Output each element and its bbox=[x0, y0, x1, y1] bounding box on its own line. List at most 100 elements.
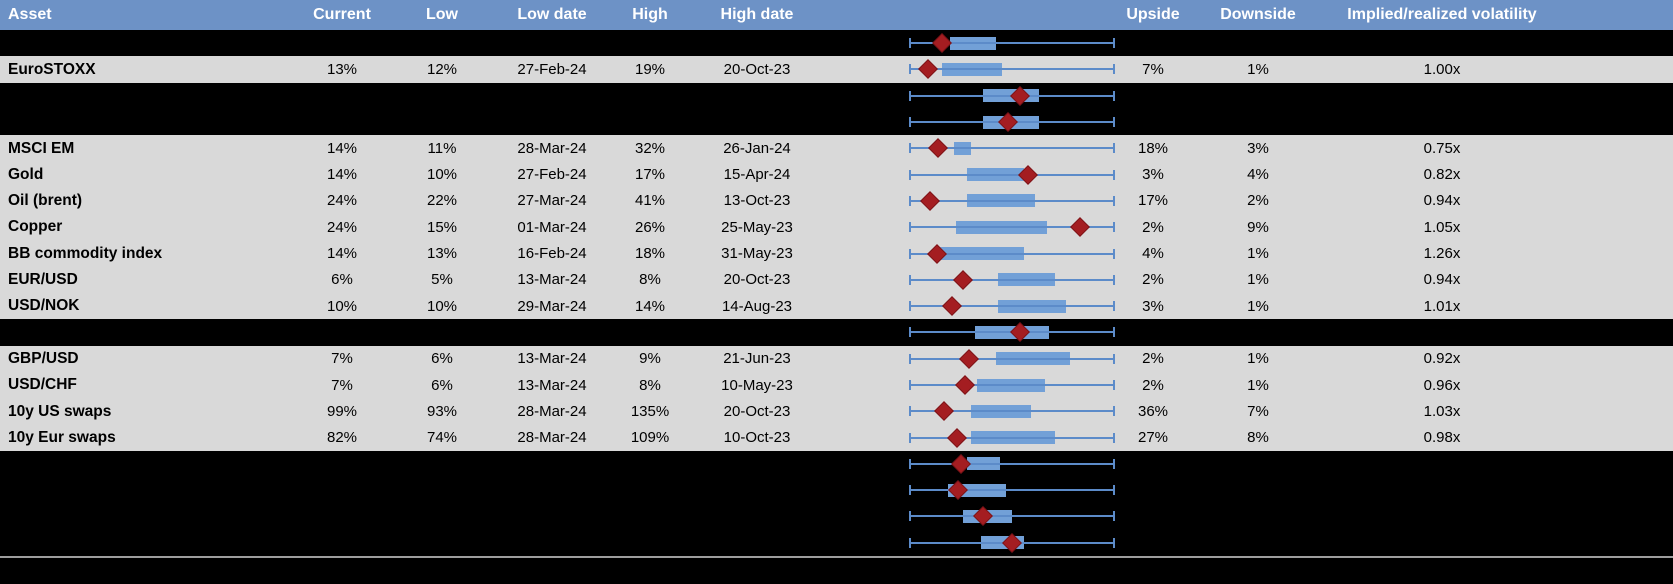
box-plot bbox=[909, 424, 1115, 450]
whisker-cap-left bbox=[909, 458, 911, 469]
whisker-cap-right bbox=[1113, 327, 1115, 338]
cell-low: 11% bbox=[427, 139, 457, 157]
box-plot bbox=[909, 451, 1115, 477]
cell-upside: 2% bbox=[1142, 218, 1164, 236]
whisker-cap-right bbox=[1113, 248, 1115, 259]
cell-low_date: 28-Mar-24 bbox=[517, 429, 587, 447]
bottom-black-band bbox=[0, 558, 1673, 584]
cell-low: 12% bbox=[426, 60, 458, 78]
box-plot bbox=[909, 188, 1115, 214]
whisker-cap-left bbox=[909, 274, 911, 285]
whisker-cap-left bbox=[909, 380, 911, 390]
box-plot bbox=[909, 83, 1115, 109]
cell-current: 14% bbox=[326, 245, 358, 263]
range-whisker-line bbox=[909, 68, 1115, 71]
cell-low: 10% bbox=[426, 297, 458, 315]
cell-high: 8% bbox=[639, 271, 661, 289]
table-row-usd-chf: USD/CHF 7% 6% 13-Mar-24 8% 10-May-23 2% 1% 0.96x bbox=[0, 371, 1673, 399]
whisker-cap-left bbox=[909, 38, 911, 49]
box-plot bbox=[909, 214, 1115, 240]
cell-high: 135% bbox=[630, 402, 670, 420]
cell-low: 10% bbox=[426, 166, 458, 184]
current-level-diamond-icon bbox=[947, 427, 968, 448]
cell-high_date: 10-Oct-23 bbox=[723, 429, 791, 447]
cell-low_date: 16-Feb-24 bbox=[517, 245, 587, 263]
cell-downside: 1% bbox=[1247, 271, 1269, 289]
cell-low_date: 28-Mar-24 bbox=[517, 139, 587, 157]
whisker-cap-left bbox=[909, 432, 911, 443]
cell-low: 93% bbox=[426, 402, 458, 420]
cell-upside: 18% bbox=[1137, 139, 1169, 157]
cell-upside: 3% bbox=[1142, 297, 1164, 315]
box-plot bbox=[909, 56, 1115, 82]
whisker-cap-left bbox=[909, 195, 911, 206]
chart-only-row bbox=[0, 529, 1673, 556]
whisker-cap-left bbox=[909, 353, 911, 364]
whisker-cap-right bbox=[1113, 485, 1115, 496]
whisker-cap-left bbox=[909, 143, 911, 154]
cell-low: 22% bbox=[426, 192, 458, 210]
cell-low_date: 13-Mar-24 bbox=[517, 271, 587, 289]
chart-only-row bbox=[0, 477, 1673, 504]
cell-upside: 27% bbox=[1137, 429, 1169, 447]
header-cell-high: High bbox=[632, 6, 668, 23]
cell-high: 26% bbox=[634, 218, 666, 236]
cell-current: 7% bbox=[331, 350, 353, 368]
cell-impl_real: 1.01x bbox=[1423, 297, 1461, 315]
whisker-cap-left bbox=[909, 222, 911, 233]
chart-only-row bbox=[0, 30, 1673, 57]
whisker-cap-right bbox=[1113, 143, 1115, 154]
cell-high: 19% bbox=[634, 60, 666, 78]
range-whisker-line bbox=[909, 410, 1115, 413]
cell-impl_real: 0.94x bbox=[1423, 192, 1461, 210]
current-level-diamond-icon bbox=[934, 401, 954, 422]
table-body: EuroSTOXX 13% 12% 27-Feb-24 19% 20-Oct-23 7% 1%… bbox=[0, 30, 1673, 556]
whisker-cap-left bbox=[909, 64, 911, 75]
cell-upside: 3% bbox=[1142, 166, 1164, 184]
header-cell-upside: Upside bbox=[1126, 6, 1180, 23]
box-plot bbox=[909, 530, 1115, 556]
cell-current: 10% bbox=[326, 297, 358, 315]
cell-asset: Copper bbox=[8, 218, 63, 236]
table-row-gold: Gold 14% 10% 27-Feb-24 17% 15-Apr-24 3% 4% 0.82x bbox=[0, 161, 1673, 188]
cell-current: 14% bbox=[326, 139, 358, 157]
table-row-10y-eur-swaps: 10y Eur swaps 82% 74% 28-Mar-24 109% 10-Oct-2… bbox=[0, 424, 1673, 451]
whisker-cap-left bbox=[909, 117, 911, 128]
table-row-10y-us-swaps: 10y US swaps 99% 93% 28-Mar-24 135% 20-Oct-23… bbox=[0, 398, 1673, 425]
box-plot bbox=[909, 240, 1115, 266]
cell-current: 7% bbox=[331, 376, 353, 394]
cell-asset: Oil (brent) bbox=[8, 192, 83, 210]
cell-downside: 9% bbox=[1247, 218, 1269, 236]
cell-current: 24% bbox=[326, 192, 358, 210]
box-plot bbox=[909, 135, 1115, 161]
range-whisker-line bbox=[909, 42, 1115, 45]
chart-only-row bbox=[0, 82, 1673, 109]
range-whisker-line bbox=[909, 252, 1115, 255]
box-plot bbox=[909, 346, 1115, 372]
header-cell-high_date: High date bbox=[720, 6, 794, 23]
chart-only-row bbox=[0, 319, 1673, 346]
whisker-cap-left bbox=[909, 511, 911, 522]
cell-low: 15% bbox=[426, 218, 458, 236]
whisker-cap-left bbox=[909, 485, 911, 496]
bottom-separator bbox=[0, 556, 1673, 558]
cell-downside: 7% bbox=[1247, 402, 1269, 420]
cell-asset: EuroSTOXX bbox=[8, 60, 96, 78]
range-whisker-line bbox=[909, 305, 1115, 308]
cell-asset: Gold bbox=[8, 165, 44, 183]
cell-upside: 4% bbox=[1142, 245, 1164, 263]
cell-downside: 1% bbox=[1247, 376, 1269, 394]
cell-downside: 1% bbox=[1247, 350, 1269, 368]
header-cell-low_date: Low date bbox=[517, 6, 587, 23]
cell-low_date: 13-Mar-24 bbox=[517, 376, 587, 394]
chart-only-row bbox=[0, 503, 1673, 530]
cell-impl_real: 1.26x bbox=[1423, 245, 1461, 263]
cell-high_date: 31-May-23 bbox=[721, 245, 793, 263]
range-whisker-line bbox=[909, 199, 1115, 202]
range-whisker-line bbox=[909, 357, 1115, 360]
cell-impl_real: 1.00x bbox=[1423, 60, 1461, 78]
box-plot bbox=[909, 398, 1115, 424]
cell-high_date: 26-Jan-24 bbox=[723, 139, 791, 157]
cell-low_date: 13-Mar-24 bbox=[517, 350, 587, 368]
cell-impl_real: 1.05x bbox=[1423, 218, 1461, 236]
